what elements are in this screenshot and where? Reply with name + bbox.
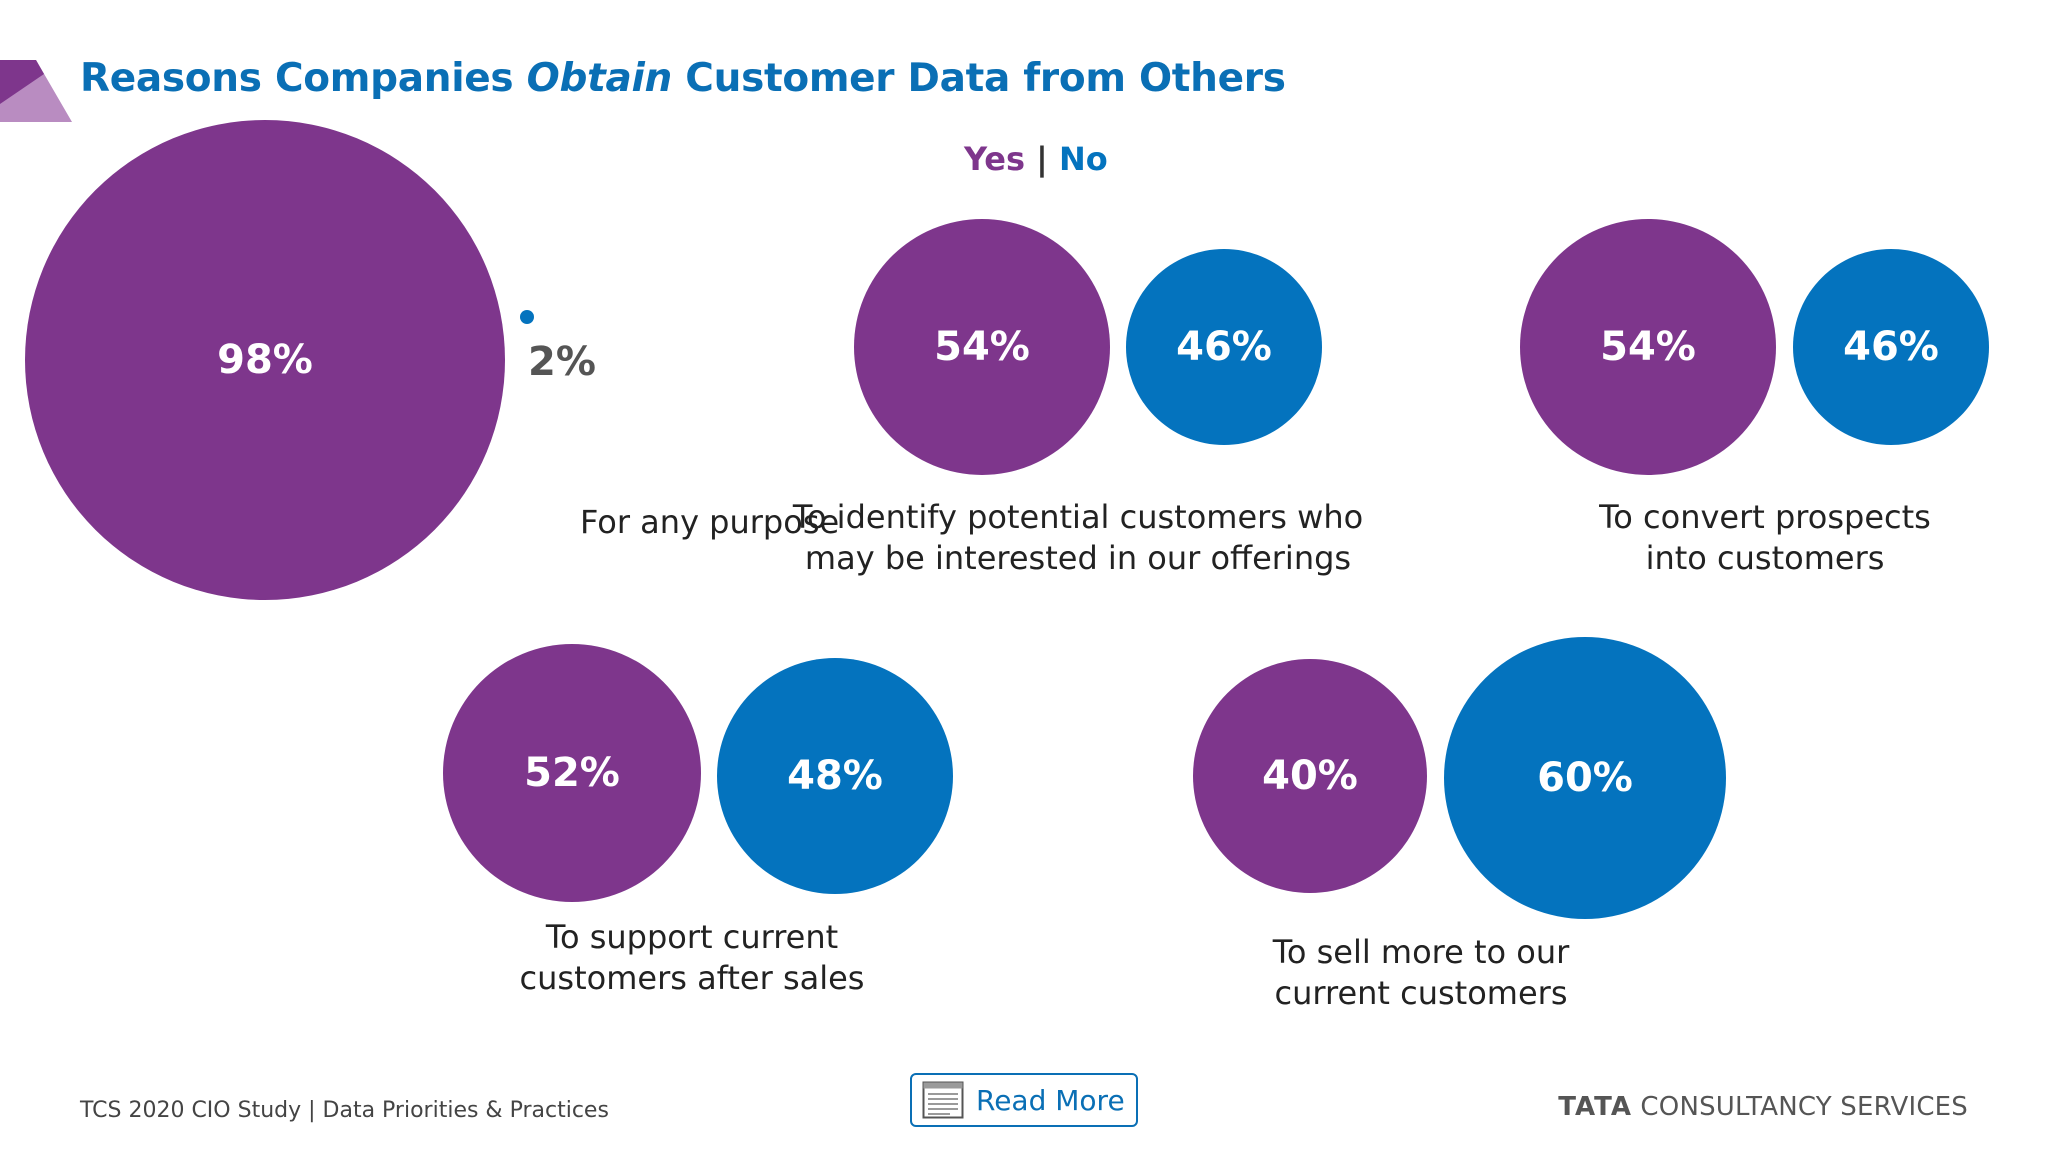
bubble-no-4 [717, 658, 953, 894]
bubble-no-2 [1126, 249, 1322, 445]
brand-rest: CONSULTANCY SERVICES [1631, 1092, 1968, 1122]
category-label-line: into customers [1645, 539, 1885, 577]
read-more-label: Read More [976, 1083, 1125, 1117]
category-label-line: customers after sales [519, 959, 865, 997]
value-label-yes-2: 54% [934, 324, 1030, 370]
bubble-no-1 [520, 310, 534, 324]
legend-separator: | [1036, 140, 1048, 178]
value-label-no-3: 46% [1843, 324, 1939, 370]
bubble-yes-5 [1193, 659, 1427, 893]
corner-decoration [0, 60, 72, 122]
category-label-4: To support current customers after sales [292, 917, 1092, 999]
value-label-yes-5: 40% [1262, 753, 1358, 799]
value-label-yes-4: 52% [524, 750, 620, 796]
category-label-line: current customers [1274, 974, 1568, 1012]
slide-title: Reasons Companies Obtain Customer Data f… [80, 56, 1286, 101]
value-label-yes-1: 98% [217, 337, 313, 383]
value-label-no-1: 2% [528, 339, 596, 385]
category-label-line: To sell more to our [1272, 933, 1570, 971]
legend-no: No [1058, 140, 1108, 178]
title-part-1: Reasons Companies [80, 56, 527, 101]
category-label-line: To support current [545, 918, 839, 956]
category-label-1: For any purpose [580, 502, 839, 543]
footer-study-text: TCS 2020 CIO Study | Data Priorities & P… [80, 1098, 609, 1123]
value-label-no-2: 46% [1176, 324, 1272, 370]
category-label-line: To identify potential customers who [792, 498, 1364, 536]
bubble-no-5 [1444, 637, 1726, 919]
bubble-no-3 [1793, 249, 1989, 445]
value-label-no-5: 60% [1537, 755, 1633, 801]
legend-yes: Yes [964, 140, 1025, 178]
title-emphasis: Obtain [526, 56, 673, 101]
category-label-2: To identify potential customers who may b… [678, 497, 1478, 579]
category-label-line: For any purpose [580, 503, 840, 541]
title-part-2: Customer Data from Others [672, 56, 1286, 101]
bubble-yes-1 [25, 120, 505, 600]
read-more-button[interactable]: Read More [910, 1073, 1138, 1127]
brand-logo-text: TATA CONSULTANCY SERVICES [1558, 1092, 1968, 1122]
category-label-5: To sell more to our current customers [1021, 932, 1821, 1014]
category-label-3: To convert prospects into customers [1365, 497, 2048, 579]
category-label-line: may be interested in our offerings [804, 539, 1352, 577]
bubble-yes-3 [1520, 219, 1776, 475]
brand-tata: TATA [1558, 1092, 1632, 1122]
document-icon [922, 1081, 964, 1119]
bubble-yes-2 [854, 219, 1110, 475]
category-label-line: To convert prospects [1599, 498, 1931, 536]
bubble-yes-4 [443, 644, 701, 902]
value-label-no-4: 48% [787, 753, 883, 799]
value-label-yes-3: 54% [1600, 324, 1696, 370]
